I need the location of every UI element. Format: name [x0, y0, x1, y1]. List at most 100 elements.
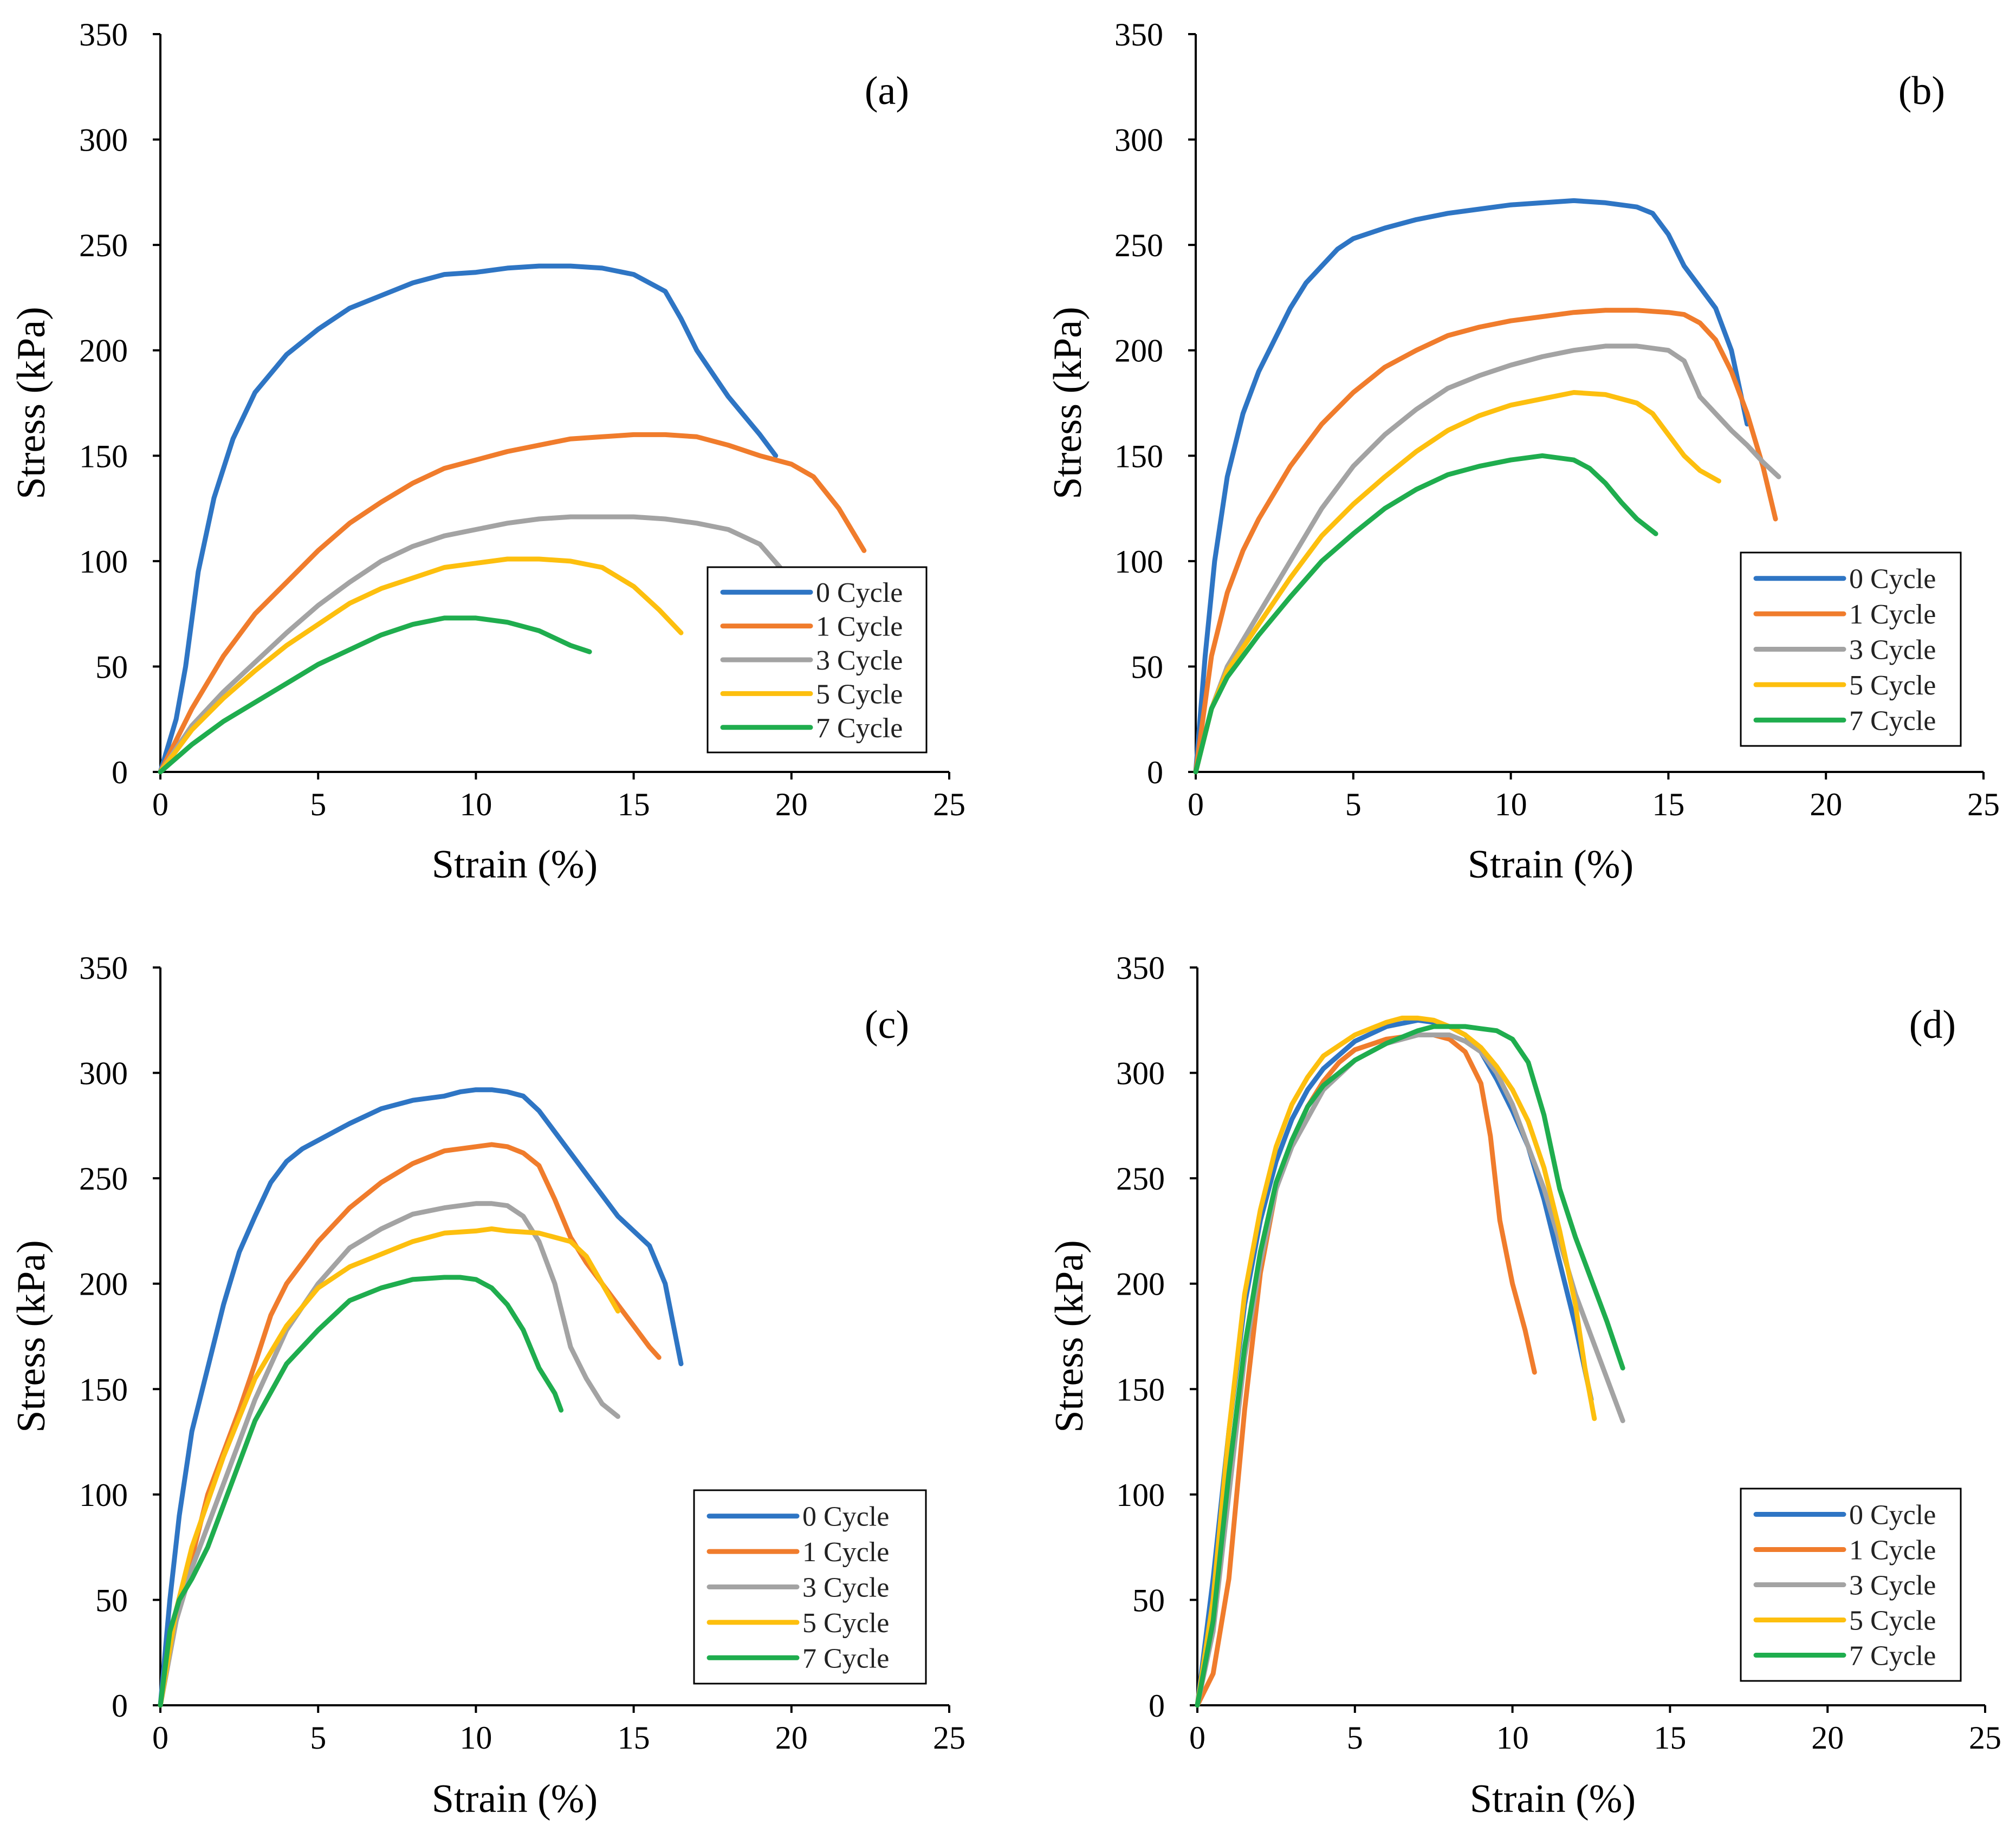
legend-item: 3 Cycle — [1753, 1570, 1936, 1601]
y-tick-label: 350 — [79, 17, 128, 53]
legend-item: 3 Cycle — [720, 645, 903, 676]
y-tick-label: 300 — [79, 122, 128, 158]
panel-c-y-axis-title: Stress (kPa) — [9, 1240, 54, 1433]
x-tick-label: 25 — [933, 787, 965, 822]
y-tick-label: 100 — [1116, 1477, 1165, 1513]
panel-b-label: (b) — [1898, 69, 1945, 113]
x-tick-label: 25 — [933, 1720, 965, 1756]
legend-item: 3 Cycle — [1753, 635, 1936, 666]
x-tick-label: 20 — [775, 787, 808, 822]
y-tick-label: 250 — [79, 1161, 128, 1197]
y-tick-label: 200 — [1116, 1267, 1165, 1302]
legend-label: 0 Cycle — [816, 577, 903, 608]
panel-c-plot-area — [158, 1087, 684, 1708]
legend-label: 5 Cycle — [1849, 1606, 1936, 1636]
panel-c-legend: 0 Cycle 1 Cycle 3 Cycle 5 Cycle 7 Cycle — [693, 1489, 927, 1685]
legend-item: 7 Cycle — [1753, 705, 1936, 736]
panel-d-legend: 0 Cycle 1 Cycle 3 Cycle 5 Cycle 7 Cycle — [1740, 1488, 1962, 1682]
legend-label: 7 Cycle — [802, 1643, 889, 1674]
legend-item: 3 Cycle — [706, 1573, 889, 1603]
legend-label: 0 Cycle — [802, 1502, 889, 1532]
y-tick-label: 100 — [79, 544, 128, 580]
panel-b-y-axis-title: Stress (kPa) — [1046, 307, 1090, 499]
legend-label: 3 Cycle — [816, 645, 903, 676]
legend-label: 3 Cycle — [1849, 1570, 1936, 1601]
x-tick-label: 5 — [310, 787, 326, 822]
y-tick-label: 200 — [1114, 333, 1163, 369]
x-tick-label: 0 — [152, 1720, 168, 1756]
y-tick-label: 150 — [1116, 1372, 1165, 1407]
series-line-0-cycle — [158, 263, 779, 775]
y-tick-label: 250 — [1116, 1161, 1165, 1197]
x-tick-label: 25 — [1967, 787, 2000, 822]
series-line-5-cycle — [158, 556, 684, 775]
y-tick-label: 200 — [79, 1267, 128, 1302]
legend-label: 1 Cycle — [1849, 599, 1936, 630]
x-tick-label: 15 — [618, 1720, 650, 1756]
x-tick-label: 5 — [1345, 787, 1362, 822]
legend-item: 7 Cycle — [720, 713, 903, 744]
legend-label: 1 Cycle — [802, 1537, 889, 1568]
y-tick-label: 250 — [79, 228, 128, 263]
x-tick-label: 0 — [1189, 1720, 1205, 1756]
series-line-7-cycle — [158, 615, 592, 775]
series-line-0-cycle — [1193, 198, 1750, 775]
x-tick-label: 20 — [775, 1720, 808, 1756]
series-line-1-cycle — [1193, 308, 1778, 775]
x-tick-label: 25 — [1969, 1720, 2001, 1756]
legend-label: 5 Cycle — [802, 1608, 889, 1639]
legend-label: 5 Cycle — [1849, 670, 1936, 701]
y-tick-label: 100 — [1114, 544, 1163, 580]
x-tick-label: 5 — [1347, 1720, 1363, 1756]
panel-c-label: (c) — [865, 1003, 909, 1047]
x-tick-label: 10 — [1496, 1720, 1529, 1756]
y-tick-label: 300 — [79, 1056, 128, 1092]
y-tick-label: 300 — [1114, 122, 1163, 158]
y-tick-label: 350 — [1116, 950, 1165, 986]
legend-item: 5 Cycle — [1753, 670, 1936, 701]
legend-item: 1 Cycle — [1753, 1535, 1936, 1566]
legend-item: 7 Cycle — [1753, 1641, 1936, 1672]
legend-label: 7 Cycle — [1849, 1641, 1936, 1672]
legend-label: 0 Cycle — [1849, 1500, 1936, 1531]
y-tick-label: 100 — [79, 1477, 128, 1513]
panel-a-label: (a) — [865, 69, 909, 113]
series-line-7-cycle — [1195, 1024, 1625, 1708]
x-tick-label: 15 — [618, 787, 650, 822]
legend-label: 1 Cycle — [1849, 1535, 1936, 1566]
x-tick-label: 10 — [1495, 787, 1527, 822]
panel-b-legend: 0 Cycle 1 Cycle 3 Cycle 5 Cycle 7 Cycle — [1740, 551, 1962, 747]
legend-item: 1 Cycle — [720, 612, 903, 642]
x-tick-label: 20 — [1811, 1720, 1844, 1756]
legend-item: 7 Cycle — [706, 1643, 889, 1674]
panel-d-plot-area — [1195, 1015, 1625, 1708]
legend-label: 7 Cycle — [816, 713, 903, 744]
legend-item: 0 Cycle — [1753, 564, 1936, 595]
y-tick-label: 350 — [79, 950, 128, 986]
series-line-3-cycle — [1193, 343, 1781, 775]
x-tick-label: 0 — [152, 787, 168, 822]
x-tick-label: 15 — [1652, 787, 1684, 822]
y-tick-label: 150 — [1114, 438, 1163, 474]
y-tick-label: 150 — [79, 438, 128, 474]
x-tick-label: 20 — [1810, 787, 1842, 822]
x-tick-label: 10 — [459, 1720, 492, 1756]
series-line-7-cycle — [1193, 453, 1658, 775]
y-tick-label: 300 — [1116, 1056, 1165, 1092]
x-tick-label: 15 — [1654, 1720, 1686, 1756]
series-line-7-cycle — [158, 1275, 564, 1708]
legend-label: 5 Cycle — [816, 679, 903, 710]
y-tick-label: 0 — [1147, 755, 1163, 790]
panel-d-x-axis-title: Strain (%) — [1470, 1777, 1636, 1821]
legend-item: 1 Cycle — [706, 1537, 889, 1568]
series-line-3-cycle — [158, 514, 785, 775]
legend-label: 0 Cycle — [1849, 564, 1936, 595]
series-line-3-cycle — [158, 1201, 620, 1708]
